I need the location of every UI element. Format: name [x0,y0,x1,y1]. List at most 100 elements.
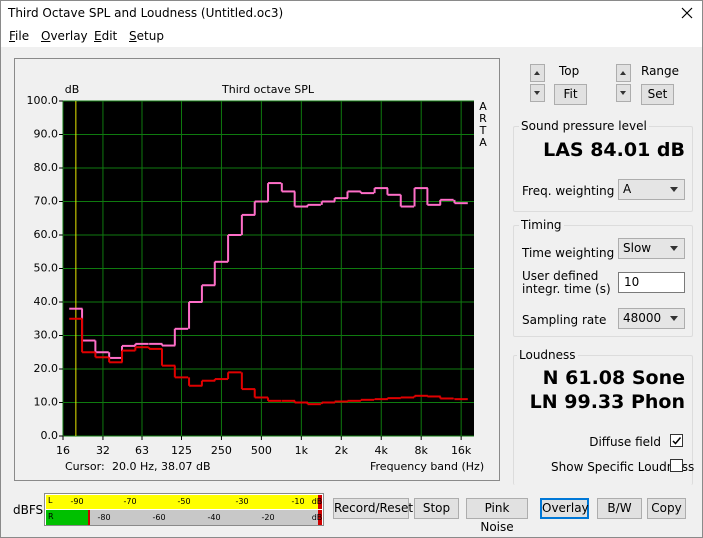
meter-scale-label: -10 [291,497,305,506]
menu-item[interactable]: File [9,29,30,43]
meter-bg-r [89,510,318,525]
meter-scale-label: dB [311,513,323,522]
x-tick-label: 32 [96,444,110,457]
time-weighting-select[interactable]: Slow [618,238,685,259]
x-tick-label: 500 [251,444,272,457]
freq-weighting-select[interactable]: A [618,179,685,200]
menu-bar: File Overlay Edit Setup [1,25,702,47]
spl-reading: LAS 84.01 dB [543,139,685,161]
x-tick-label: 125 [171,444,192,457]
meter-scale-label: -50 [177,497,191,506]
menu-item[interactable]: Setup [129,29,164,43]
cursor-readout: 20.0 Hz, 38.07 dB [112,460,211,473]
sampling-rate-select[interactable]: 48000 [618,308,685,329]
level-meter: L R -90 -70 -50 -30 -10 dB -80 -60 -40 -20 dB [44,493,324,526]
loudness-group [513,355,693,485]
timing-group [513,225,693,337]
overlay-button[interactable]: Overlay [540,498,589,519]
chart-title: Third octave SPL [221,83,315,96]
copy-button[interactable]: Copy [647,498,686,519]
window-title: Third Octave SPL and Loudness (Untitled.… [8,6,284,20]
set-button[interactable]: Set [641,84,674,105]
bw-button[interactable]: B/W [597,498,642,519]
top-label: Top [559,64,580,78]
stop-button[interactable]: Stop [414,498,459,519]
side-label: T [479,124,487,137]
group-label: Loudness [517,348,578,362]
meter-bar-l [46,495,318,509]
meter-scale-label: -40 [207,513,221,522]
spin-down[interactable] [530,84,545,102]
loudness-n: N 61.08 Sone [542,367,685,389]
x-tick-label: 2k [335,444,349,457]
meter-scale-label: -70 [123,497,137,506]
y-tick-label: 90.0 [34,128,59,141]
meter-peak-l [318,495,322,509]
field-label: integr. time (s) [522,282,611,296]
meter-channel: L [48,496,53,505]
x-axis-label: Frequency band (Hz) [370,460,484,473]
y-tick-label: 100.0 [27,94,59,107]
meter-scale-label: -20 [261,513,275,522]
y-tick-label: 70.0 [34,195,59,208]
checkbox-label: Diffuse field [589,435,661,449]
y-tick-label: 0.0 [41,429,59,442]
x-tick-label: 1k [295,444,309,457]
checkmark [672,437,682,445]
spin-down[interactable] [616,84,631,102]
menu-item[interactable]: Overlay [41,29,88,43]
close-button[interactable] [681,7,693,19]
diffuse-checkbox[interactable] [670,434,683,447]
y-tick-label: 20.0 [34,362,59,375]
field-label: Sampling rate [522,313,607,327]
pink-noise-button[interactable]: Pink Noise [466,498,528,534]
specific-checkbox[interactable] [670,459,683,472]
x-tick-label: 8k [415,444,429,457]
group-label: Sound pressure level [519,119,649,133]
meter-peak-r [318,510,322,525]
chart: dB Third octave SPL Cursor: 20.0 Hz, 38.… [14,58,500,481]
meter-label: dBFS [13,503,44,517]
field-label: User defined [522,269,599,283]
range-label: Range [641,64,680,78]
y-axis-label: dB [65,83,80,96]
meter-channel: R [48,512,54,521]
meter-scale-label: dB [311,497,323,506]
y-tick-label: 40.0 [34,295,59,308]
meter-bar-r [46,510,89,525]
integr-time-input[interactable]: 10 [618,272,685,293]
x-tick-label: 16 [56,444,70,457]
record-button[interactable]: Record/Reset [333,498,413,519]
checkbox-label: Show Specific Loudness [551,460,695,474]
y-tick-label: 80.0 [34,161,59,174]
meter-scale-label: -30 [235,497,249,506]
x-tick-label: 16k [451,444,472,457]
side-label: R [479,112,487,125]
menu-item[interactable]: Edit [94,29,118,43]
meter-peak-r [88,510,90,525]
side-label: A [479,136,487,149]
meter-scale-label: -60 [152,513,166,522]
group-label: Timing [519,218,564,232]
title-bar: Third Octave SPL and Loudness (Untitled.… [1,1,702,25]
y-tick-label: 10.0 [34,396,59,409]
loudness-ln: LN 99.33 Phon [529,391,685,413]
meter-scale-label: -90 [70,497,84,506]
meter-scale-label: -80 [97,513,111,522]
x-tick-label: 63 [135,444,149,457]
y-tick-label: 50.0 [34,262,59,275]
y-tick-label: 60.0 [34,228,59,241]
x-tick-label: 4k [375,444,389,457]
cursor-label: Cursor: [65,460,105,473]
x-tick-label: 250 [211,444,232,457]
step-riser [81,318,456,405]
fit-button[interactable]: Fit [554,84,587,105]
field-label: Freq. weighting [522,184,615,198]
y-tick-label: 30.0 [34,329,59,342]
spin-up[interactable] [530,64,545,82]
spin-up[interactable] [616,64,631,82]
field-label: Time weighting [522,246,615,260]
side-label: A [479,100,487,113]
